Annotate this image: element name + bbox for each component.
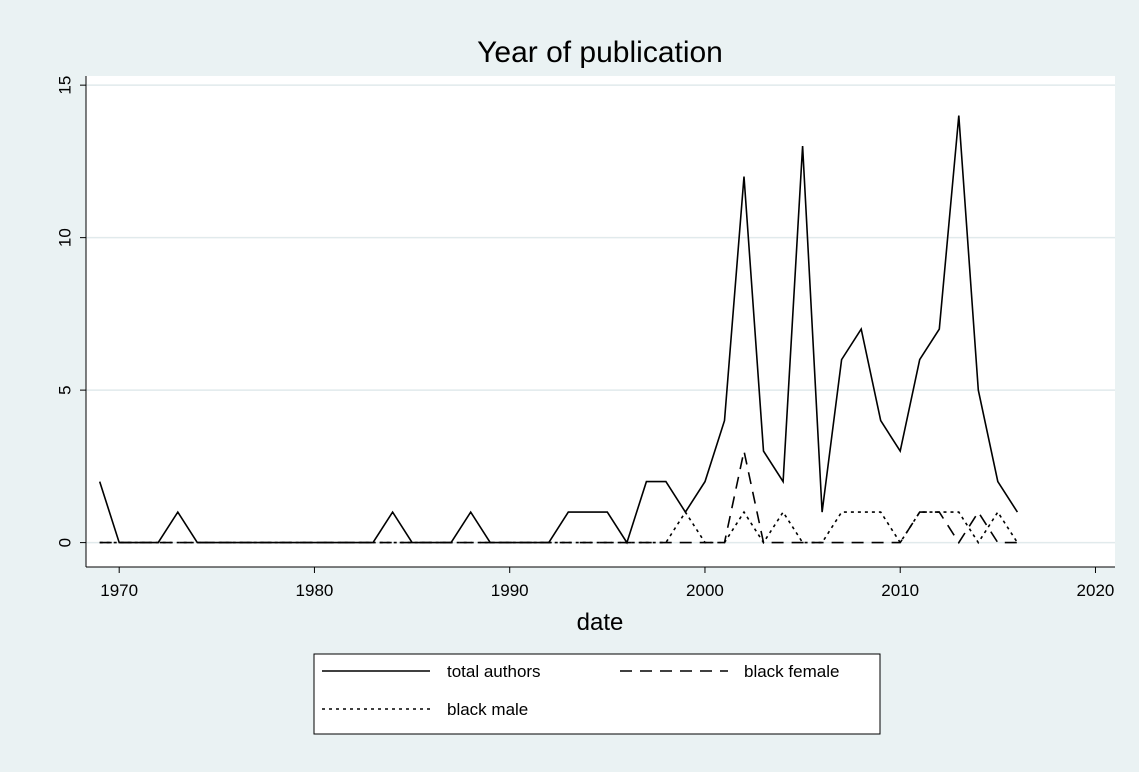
x-tick-label: 1970 [100, 581, 138, 600]
series-group [98, 115, 1019, 545]
legend-label: total authors [447, 662, 541, 681]
y-tick-label: 10 [55, 228, 74, 247]
y-tick-label: 0 [55, 538, 74, 547]
x-axis-label: date [577, 609, 624, 636]
x-tick-label: 1980 [296, 581, 334, 600]
x-tick-label: 2020 [1077, 581, 1115, 600]
plot-area [86, 76, 1115, 567]
y-tick-label: 15 [55, 76, 74, 95]
x-tick-label: 1990 [491, 581, 529, 600]
x-tick-label: 2000 [686, 581, 724, 600]
y-tick-label: 5 [55, 385, 74, 394]
chart-title: Year of publication [477, 36, 723, 69]
series-line-total-authors [98, 115, 1019, 545]
x-tick-label: 2010 [881, 581, 919, 600]
legend: total authors black female black male [322, 662, 839, 719]
legend-box [313, 653, 881, 735]
legend-label: black male [447, 700, 528, 719]
legend-label: black female [744, 662, 839, 681]
axis-ticks: 0 5 10 15 1970 1980 1990 2000 2010 2020 [55, 76, 1114, 600]
